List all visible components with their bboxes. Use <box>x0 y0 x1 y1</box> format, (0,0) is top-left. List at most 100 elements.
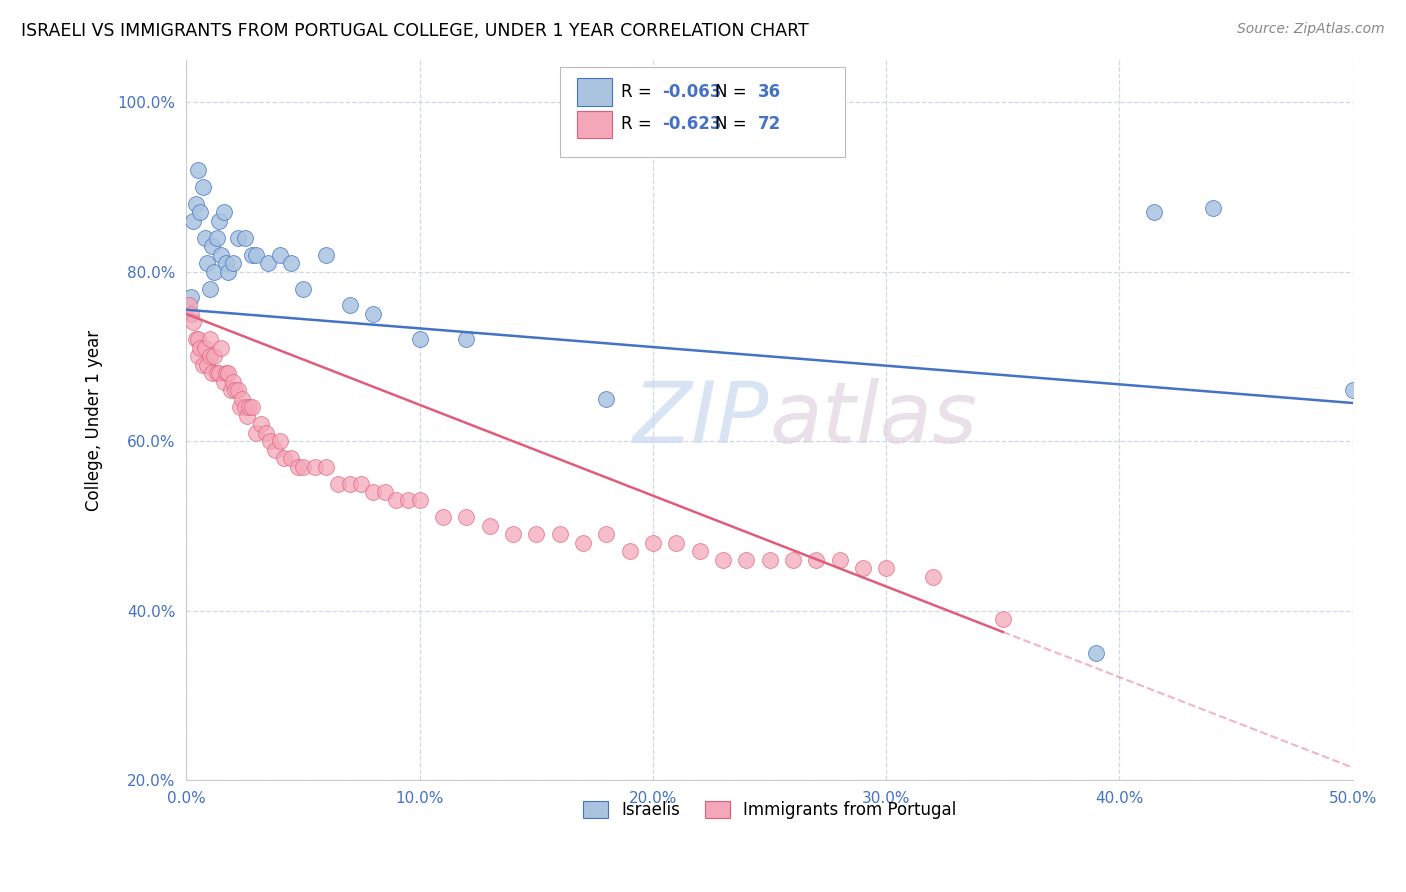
Point <box>198 332 221 346</box>
Point <box>852 561 875 575</box>
Point <box>396 493 419 508</box>
Point <box>875 561 897 575</box>
Point <box>269 247 291 261</box>
Point <box>188 205 211 219</box>
Point <box>240 247 263 261</box>
Point <box>385 493 408 508</box>
Point <box>245 247 267 261</box>
Point <box>689 544 711 558</box>
Point <box>229 401 252 415</box>
Point <box>233 230 256 244</box>
Point <box>432 510 454 524</box>
Point <box>180 307 202 321</box>
Point <box>198 350 221 364</box>
Point <box>254 425 277 440</box>
Point <box>665 536 688 550</box>
Point <box>735 553 758 567</box>
Point <box>280 256 302 270</box>
Point <box>408 332 430 346</box>
Text: atlas: atlas <box>769 378 977 461</box>
Point <box>361 485 384 500</box>
Point <box>758 553 780 567</box>
Point <box>222 375 245 389</box>
Point <box>1341 384 1364 398</box>
Text: -0.623: -0.623 <box>662 115 721 134</box>
Point <box>259 434 281 449</box>
Text: -0.063: -0.063 <box>662 83 721 101</box>
Text: R =: R = <box>621 115 658 134</box>
Point <box>224 384 246 398</box>
Point <box>188 341 211 355</box>
Point <box>245 425 267 440</box>
Point <box>233 401 256 415</box>
Point <box>209 247 232 261</box>
Point <box>180 290 202 304</box>
Point <box>548 527 571 541</box>
Point <box>181 315 204 329</box>
Point <box>478 519 501 533</box>
Point <box>191 179 214 194</box>
Point <box>572 536 595 550</box>
Point <box>205 230 228 244</box>
Point <box>264 442 287 457</box>
Point <box>177 298 200 312</box>
Point <box>226 384 249 398</box>
Point <box>191 358 214 372</box>
Point <box>181 213 204 227</box>
Point <box>195 256 218 270</box>
Point <box>198 281 221 295</box>
Point <box>408 493 430 508</box>
FancyBboxPatch shape <box>576 111 612 138</box>
Point <box>1202 201 1225 215</box>
Point <box>374 485 396 500</box>
Point <box>222 256 245 270</box>
Point <box>711 553 734 567</box>
Point <box>195 358 218 372</box>
Text: Source: ZipAtlas.com: Source: ZipAtlas.com <box>1237 22 1385 37</box>
Point <box>209 341 232 355</box>
Point <box>202 350 225 364</box>
Point <box>806 553 828 567</box>
Text: ZIP: ZIP <box>633 378 769 461</box>
Point <box>991 612 1014 626</box>
Point <box>212 375 235 389</box>
Point <box>456 332 478 346</box>
Point <box>1143 205 1166 219</box>
Text: 36: 36 <box>758 83 780 101</box>
Point <box>280 451 302 466</box>
Point <box>217 367 239 381</box>
Point <box>217 264 239 278</box>
Point <box>595 392 617 406</box>
Point <box>339 298 361 312</box>
Point <box>208 213 231 227</box>
Point <box>502 527 524 541</box>
Point <box>1085 646 1108 660</box>
Point <box>231 392 253 406</box>
FancyBboxPatch shape <box>560 67 845 157</box>
Point <box>184 196 207 211</box>
Point <box>315 459 337 474</box>
Point <box>326 476 349 491</box>
Point <box>250 417 273 432</box>
Point <box>269 434 291 449</box>
Point <box>456 510 478 524</box>
FancyBboxPatch shape <box>576 78 612 106</box>
Point <box>236 409 259 423</box>
Point <box>350 476 373 491</box>
Point <box>215 256 238 270</box>
Point <box>595 527 617 541</box>
Point <box>257 256 280 270</box>
Point <box>187 350 209 364</box>
Point <box>524 527 547 541</box>
Point <box>226 230 249 244</box>
Point <box>184 332 207 346</box>
Point <box>205 367 228 381</box>
Point <box>208 367 231 381</box>
Point <box>201 367 224 381</box>
Point <box>304 459 326 474</box>
Point <box>219 384 242 398</box>
Point <box>201 239 224 253</box>
Point <box>361 307 384 321</box>
Point <box>641 536 664 550</box>
Point <box>215 367 238 381</box>
